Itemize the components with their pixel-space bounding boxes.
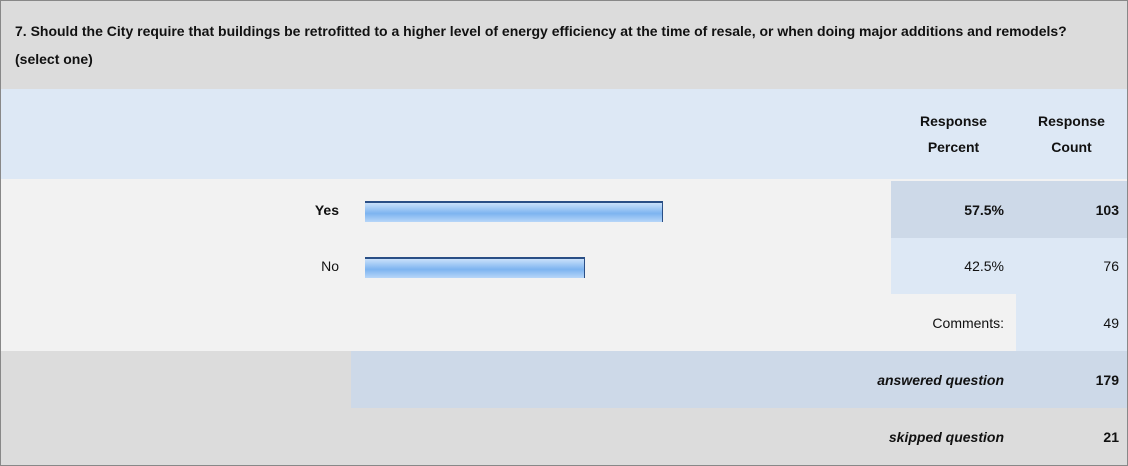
header-row	[1, 89, 1127, 179]
skipped-label: skipped question	[1, 408, 1016, 465]
answered-count: 179	[1016, 351, 1127, 408]
option-label: Yes	[314, 201, 339, 218]
bar	[365, 200, 663, 222]
cell-bg	[1016, 294, 1127, 351]
response-percent: 57.5%	[964, 201, 1004, 218]
column-header: Response Percent	[920, 113, 987, 155]
cell-bg	[1016, 181, 1127, 238]
response-percent: 42.5%	[964, 258, 1004, 274]
bar	[365, 257, 586, 278]
column-header: Response Count	[1038, 113, 1105, 155]
cell-bg	[1016, 238, 1127, 294]
comments-label: Comments:	[932, 314, 1004, 331]
comments-count: 49	[1103, 314, 1119, 331]
answered-label: answered question	[351, 351, 1016, 408]
skipped-count: 21	[1016, 408, 1127, 465]
cell-bg	[1, 351, 351, 408]
response-count: 76	[1103, 258, 1119, 274]
cell-bg	[891, 181, 1016, 238]
option-label: No	[321, 258, 339, 274]
question: 7. Should the City require that building…	[1, 1, 1127, 89]
response-count: 103	[1095, 201, 1119, 218]
cell-bg	[891, 238, 1016, 294]
